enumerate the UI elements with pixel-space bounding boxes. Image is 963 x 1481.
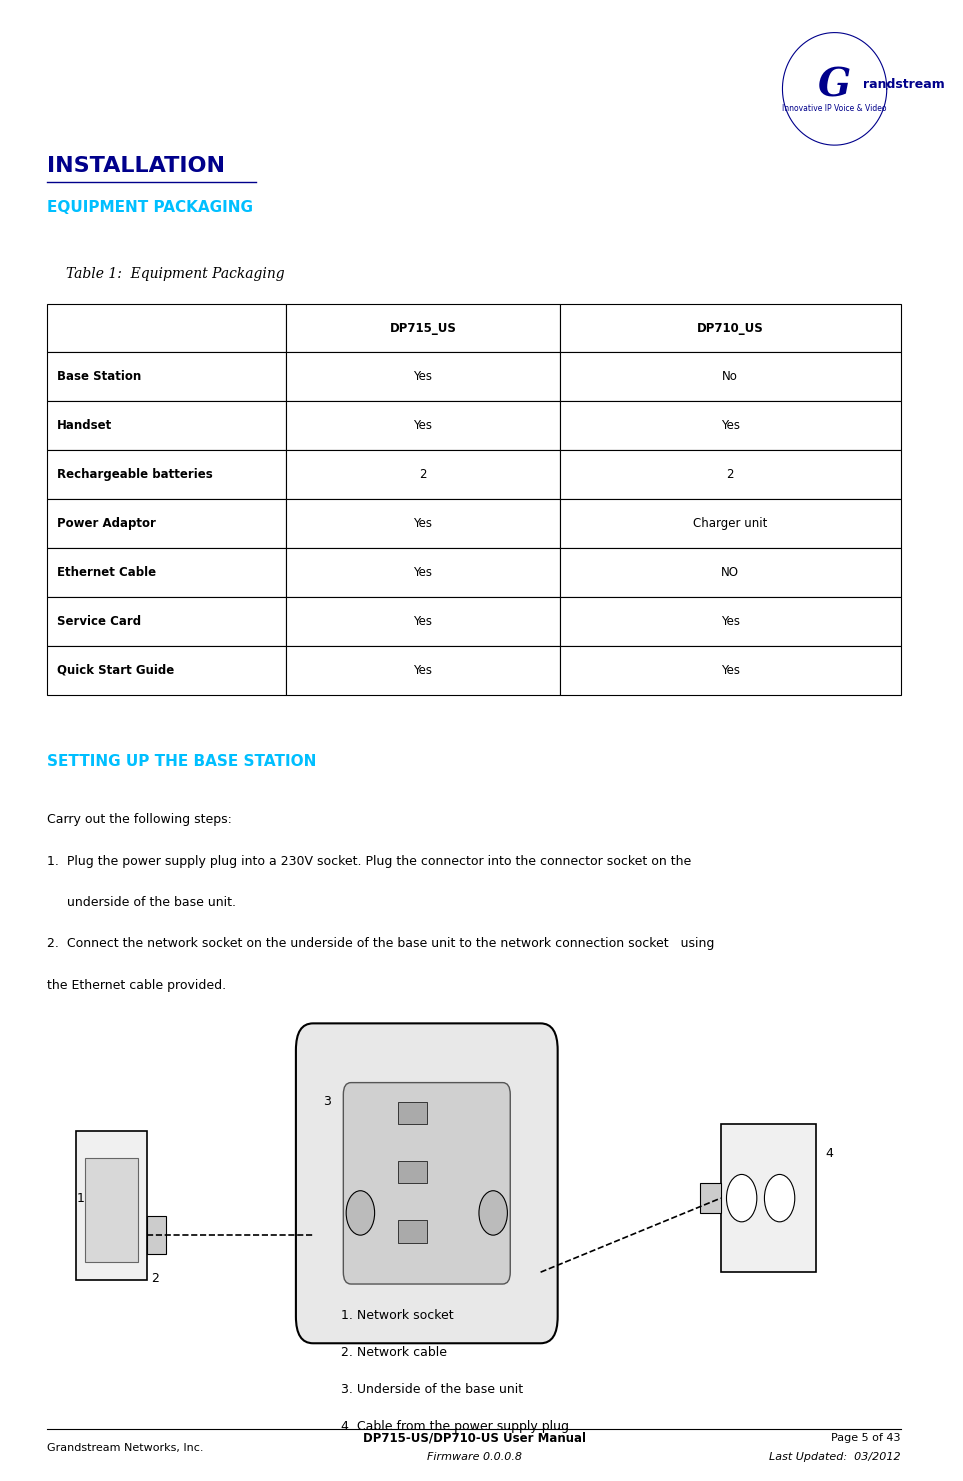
Text: 1.  Plug the power supply plug into a 230V socket. Plug the connector into the c: 1. Plug the power supply plug into a 230…	[47, 855, 691, 868]
Text: Rechargeable batteries: Rechargeable batteries	[57, 468, 213, 481]
Text: Charger unit: Charger unit	[693, 517, 768, 530]
Text: Power Adaptor: Power Adaptor	[57, 517, 156, 530]
Text: Yes: Yes	[413, 615, 432, 628]
Bar	[560, 304, 901, 352]
Text: Yes: Yes	[413, 517, 432, 530]
Text: SETTING UP THE BASE STATION: SETTING UP THE BASE STATION	[47, 754, 317, 769]
Circle shape	[479, 1191, 508, 1235]
Bar	[286, 597, 560, 646]
Bar	[286, 304, 560, 352]
Bar	[47, 450, 286, 499]
Bar	[286, 646, 560, 695]
Text: No: No	[722, 370, 739, 384]
Bar	[286, 499, 560, 548]
Text: 2.  Connect the network socket on the underside of the base unit to the network : 2. Connect the network socket on the und…	[47, 937, 715, 951]
Bar	[399, 1102, 427, 1124]
Text: Innovative IP Voice & Video: Innovative IP Voice & Video	[782, 104, 887, 113]
Bar	[720, 1124, 816, 1272]
Text: Table 1:  Equipment Packaging: Table 1: Equipment Packaging	[66, 267, 285, 280]
Text: Yes: Yes	[413, 663, 432, 677]
Text: Base Station: Base Station	[57, 370, 142, 384]
Text: G: G	[818, 67, 851, 105]
Text: EQUIPMENT PACKAGING: EQUIPMENT PACKAGING	[47, 200, 253, 215]
FancyBboxPatch shape	[296, 1023, 558, 1343]
Bar	[560, 548, 901, 597]
Text: Last Updated:  03/2012: Last Updated: 03/2012	[769, 1453, 901, 1462]
Bar	[286, 548, 560, 597]
Circle shape	[726, 1174, 757, 1222]
Text: randstream: randstream	[863, 78, 945, 92]
Text: Grandstream Networks, Inc.: Grandstream Networks, Inc.	[47, 1444, 204, 1453]
Text: Yes: Yes	[720, 419, 740, 432]
Text: Page 5 of 43: Page 5 of 43	[831, 1434, 901, 1442]
Text: DP715-US/DP710-US User Manual: DP715-US/DP710-US User Manual	[363, 1432, 586, 1444]
Circle shape	[346, 1191, 375, 1235]
Bar	[700, 1183, 720, 1213]
Bar	[47, 499, 286, 548]
Bar	[560, 597, 901, 646]
Bar	[286, 352, 560, 401]
Text: 4. Cable from the power supply plug: 4. Cable from the power supply plug	[342, 1420, 569, 1434]
Text: Yes: Yes	[413, 419, 432, 432]
Bar	[86, 1158, 138, 1262]
Text: 3: 3	[324, 1096, 331, 1108]
Text: Handset: Handset	[57, 419, 112, 432]
Bar	[560, 352, 901, 401]
Bar	[560, 401, 901, 450]
Text: underside of the base unit.: underside of the base unit.	[47, 896, 237, 909]
Text: Yes: Yes	[720, 663, 740, 677]
Text: Ethernet Cable: Ethernet Cable	[57, 566, 156, 579]
Bar	[286, 450, 560, 499]
Bar	[286, 401, 560, 450]
Text: 2: 2	[150, 1272, 159, 1286]
Text: INSTALLATION: INSTALLATION	[47, 156, 225, 176]
Bar	[47, 597, 286, 646]
Bar	[47, 548, 286, 597]
Text: 2: 2	[419, 468, 427, 481]
Text: Service Card: Service Card	[57, 615, 141, 628]
Text: Quick Start Guide: Quick Start Guide	[57, 663, 174, 677]
Text: DP710_US: DP710_US	[697, 321, 764, 335]
Text: DP715_US: DP715_US	[390, 321, 456, 335]
Text: Yes: Yes	[413, 566, 432, 579]
Text: Carry out the following steps:: Carry out the following steps:	[47, 813, 232, 826]
Text: 3. Underside of the base unit: 3. Underside of the base unit	[342, 1383, 524, 1397]
Text: 4: 4	[825, 1148, 833, 1160]
Text: 2. Network cable: 2. Network cable	[342, 1346, 448, 1360]
Bar	[399, 1220, 427, 1243]
Bar	[47, 401, 286, 450]
Text: Firmware 0.0.0.8: Firmware 0.0.0.8	[427, 1453, 522, 1462]
Circle shape	[765, 1174, 794, 1222]
Bar	[76, 1131, 147, 1280]
Text: Yes: Yes	[413, 370, 432, 384]
Text: the Ethernet cable provided.: the Ethernet cable provided.	[47, 979, 226, 992]
Bar	[399, 1161, 427, 1183]
Text: 1: 1	[77, 1192, 85, 1204]
Bar	[47, 646, 286, 695]
Bar	[560, 646, 901, 695]
Text: 2: 2	[726, 468, 734, 481]
Text: Yes: Yes	[720, 615, 740, 628]
Bar	[560, 499, 901, 548]
FancyBboxPatch shape	[344, 1083, 510, 1284]
Bar	[147, 1216, 166, 1254]
Text: NO: NO	[721, 566, 740, 579]
Bar	[560, 450, 901, 499]
Text: 1. Network socket: 1. Network socket	[342, 1309, 455, 1323]
Bar	[47, 304, 286, 352]
Bar	[47, 352, 286, 401]
